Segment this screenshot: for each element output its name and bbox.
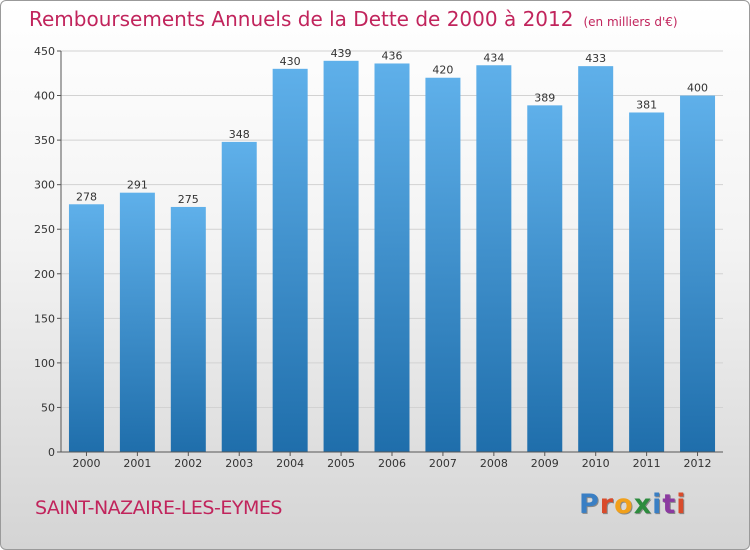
data-label-2001: 291	[127, 179, 148, 192]
bar-2010[interactable]	[578, 66, 614, 452]
y-tick-label: 50	[41, 401, 55, 414]
x-tick-label-2008: 2008	[480, 457, 508, 470]
y-tick-label: 450	[34, 45, 55, 58]
logo-letter: t	[662, 489, 677, 520]
data-label-2004: 430	[280, 55, 301, 68]
axes: 0 50 100 150 200 250 300 350 400 450 2000 2001 2002 2…	[34, 45, 723, 470]
logo-letter: P	[579, 489, 600, 520]
y-tick-label: 400	[34, 90, 55, 103]
data-label-2002: 275	[178, 193, 199, 206]
bar-2009[interactable]	[527, 105, 563, 452]
bar-2003[interactable]	[221, 141, 257, 453]
x-tick-label-2010: 2010	[582, 457, 610, 470]
bar-2012[interactable]	[680, 95, 716, 453]
y-tick-label: 100	[34, 357, 55, 370]
bar-2011[interactable]	[629, 112, 665, 452]
data-label-2008: 434	[483, 51, 504, 64]
logo-letter: o	[614, 489, 634, 520]
data-label-2005: 439	[331, 47, 352, 60]
logo-letter: i	[676, 489, 687, 520]
x-tick-label-2009: 2009	[531, 457, 559, 470]
y-tick-label: 350	[34, 134, 55, 147]
x-tick-label-2006: 2006	[378, 457, 406, 470]
x-tick-label-2000: 2000	[72, 457, 100, 470]
bar-2004[interactable]	[272, 68, 308, 453]
bar-2005[interactable]	[323, 60, 359, 453]
x-tick-label-2004: 2004	[276, 457, 304, 470]
bar-2007[interactable]	[425, 77, 461, 452]
bar-2002[interactable]	[170, 206, 206, 452]
bar-2006[interactable]	[374, 63, 410, 452]
data-label-2011: 381	[636, 98, 657, 111]
bars: 278 291 275 348 430 439 436 420 434 389 433 381 400	[68, 47, 716, 453]
chart-title-text: Remboursements Annuels de la Dette de 20…	[29, 7, 574, 31]
logo-letter: x	[633, 489, 653, 520]
data-label-2007: 420	[432, 64, 453, 77]
x-tick-label-2012: 2012	[684, 457, 712, 470]
bar-2008[interactable]	[476, 65, 512, 452]
x-tick-label-2001: 2001	[123, 457, 151, 470]
x-tick-label-2011: 2011	[633, 457, 661, 470]
data-label-2006: 436	[382, 49, 403, 62]
data-label-2012: 400	[687, 82, 708, 95]
y-tick-label: 250	[34, 223, 55, 236]
location-name: SAINT-NAZAIRE-LES-EYMES	[35, 497, 282, 519]
data-label-2003: 348	[229, 128, 250, 141]
y-tick-label: 0	[48, 446, 55, 459]
proxiti-logo[interactable]: Proxiti	[579, 489, 687, 520]
y-tick-label: 300	[34, 179, 55, 192]
data-label-2009: 389	[534, 91, 555, 104]
logo-letter: i	[652, 489, 663, 520]
data-label-2000: 278	[76, 190, 97, 203]
bar-2001[interactable]	[119, 192, 155, 453]
data-label-2010: 433	[585, 52, 606, 65]
chart-unit: (en milliers d'€)	[583, 15, 678, 29]
y-tick-label: 200	[34, 268, 55, 281]
chart-title: Remboursements Annuels de la Dette de 20…	[29, 7, 678, 31]
x-tick-label-2002: 2002	[174, 457, 202, 470]
y-tick-label: 150	[34, 312, 55, 325]
x-tick-label-2003: 2003	[225, 457, 253, 470]
x-tick-label-2005: 2005	[327, 457, 355, 470]
logo-letter: r	[599, 489, 615, 520]
x-tick-label-2007: 2007	[429, 457, 457, 470]
bar-2000[interactable]	[68, 204, 104, 452]
